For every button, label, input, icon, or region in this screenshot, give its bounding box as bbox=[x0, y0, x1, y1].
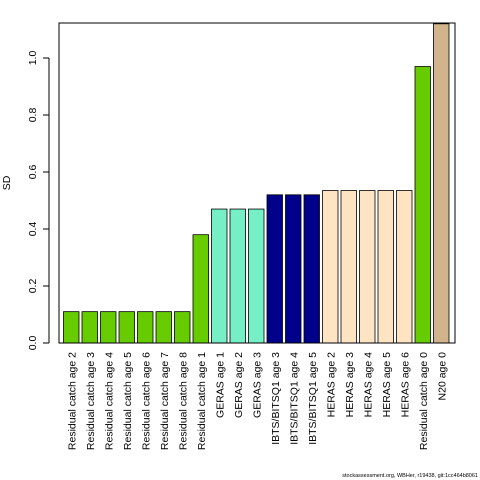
y-axis: 0.0 0.2 0.4 0.6 0.8 1.0 bbox=[27, 51, 50, 351]
x-tick-label-10: GERAS age 2 bbox=[233, 352, 245, 418]
x-tick-label-9: GERAS age 1 bbox=[214, 352, 226, 418]
y-axis-title: SD bbox=[1, 175, 13, 190]
x-tick-label-17: HERAS age 4 bbox=[362, 352, 374, 418]
bar-17 bbox=[359, 190, 376, 344]
x-tick-label-7: Residual catch age 8 bbox=[177, 352, 189, 450]
y-tick-label-5: 0.8 bbox=[27, 108, 39, 123]
bar-16 bbox=[340, 190, 357, 344]
y-tick-label-3: 0.4 bbox=[27, 222, 39, 237]
bar-20 bbox=[414, 66, 431, 344]
bar-19 bbox=[396, 190, 413, 344]
bar-3 bbox=[100, 311, 117, 344]
bar-21 bbox=[433, 23, 450, 344]
x-tick-label-16: HERAS age 3 bbox=[344, 352, 356, 418]
x-tick-label-18: HERAS age 5 bbox=[381, 352, 393, 418]
bar-7 bbox=[174, 311, 191, 344]
y-tick-label-4: 0.6 bbox=[27, 165, 39, 180]
bar-2 bbox=[81, 311, 98, 344]
x-tick-label-5: Residual catch age 6 bbox=[140, 352, 152, 450]
x-axis-labels: Residual catch age 2 Residual catch age 3… bbox=[66, 352, 448, 450]
x-tick-label-3: Residual catch age 4 bbox=[103, 352, 115, 450]
x-tick-label-20: Residual catch age 0 bbox=[418, 352, 430, 450]
bar-4 bbox=[118, 311, 135, 344]
y-tick-label-2: 0.2 bbox=[27, 279, 39, 294]
bar-13 bbox=[285, 194, 302, 344]
x-tick-label-21: N20 age 0 bbox=[436, 352, 448, 401]
x-tick-label-11: GERAS age 3 bbox=[251, 352, 263, 418]
y-tick-label-6: 1.0 bbox=[27, 51, 39, 66]
footer-text: stockassessment.org, WBHer, r19438, git:… bbox=[342, 473, 478, 479]
x-tick-label-8: Residual catch age 1 bbox=[196, 352, 208, 450]
x-tick-label-4: Residual catch age 5 bbox=[122, 352, 134, 450]
bar-6 bbox=[155, 311, 172, 344]
bar-10 bbox=[229, 208, 246, 344]
bar-8 bbox=[192, 234, 209, 344]
bar-15 bbox=[322, 190, 339, 344]
bar-14 bbox=[303, 194, 320, 344]
x-tick-label-1: Residual catch age 2 bbox=[66, 352, 78, 450]
x-tick-label-15: HERAS age 2 bbox=[325, 352, 337, 418]
bar-5 bbox=[137, 311, 154, 344]
bar-18 bbox=[377, 190, 394, 344]
bars-group bbox=[63, 23, 450, 344]
bar-12 bbox=[266, 194, 283, 344]
x-tick-label-12: IBTS/BITSQ1 age 3 bbox=[270, 352, 282, 445]
bar-11 bbox=[248, 208, 265, 344]
bar-1 bbox=[63, 311, 80, 344]
bar-9 bbox=[211, 208, 228, 344]
x-tick-label-13: IBTS/BITSQ1 age 4 bbox=[288, 352, 300, 445]
x-tick-label-19: HERAS age 6 bbox=[399, 352, 411, 418]
y-tick-label-1: 0.0 bbox=[27, 336, 39, 351]
x-tick-label-6: Residual catch age 7 bbox=[159, 352, 171, 450]
plot-frame bbox=[58, 22, 456, 344]
x-tick-label-2: Residual catch age 3 bbox=[85, 352, 97, 450]
x-tick-label-14: IBTS/BITSQ1 age 5 bbox=[307, 352, 319, 445]
